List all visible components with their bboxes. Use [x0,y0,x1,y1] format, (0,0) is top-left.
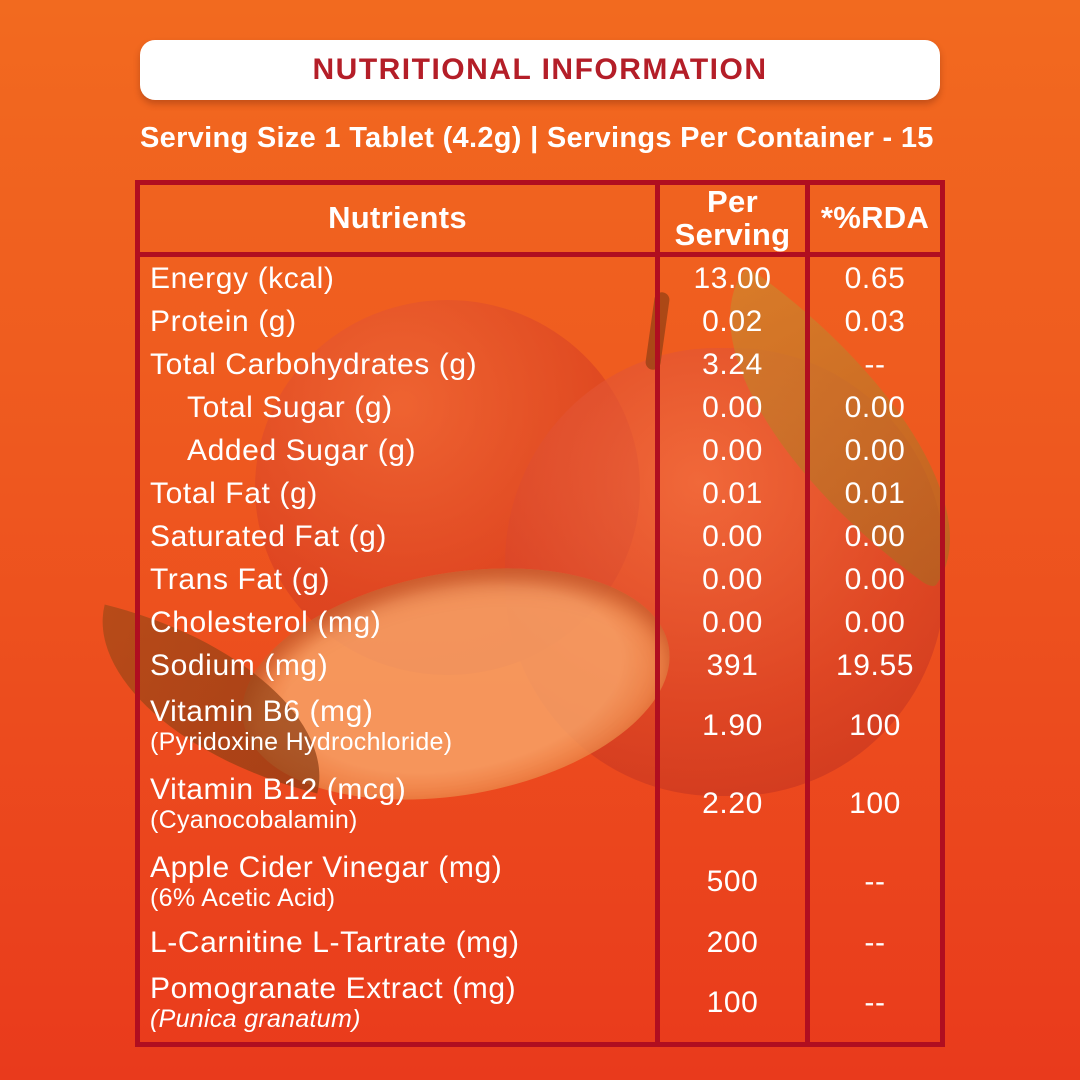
table-row-protein: Protein (g) 0.02 0.03 [140,300,940,343]
table-row-energy: Energy (kcal) 13.00 0.65 [140,257,940,300]
table-row-trans-fat: Trans Fat (g) 0.00 0.00 [140,558,940,601]
table-row-l-carnitine: L-Carnitine L-Tartrate (mg) 200 -- [140,921,940,964]
rda-value: 19.55 [835,648,915,682]
rda-value: -- [864,925,886,959]
table-header-row: Nutrients Per Serving *%RDA [140,185,940,257]
nutrient-name: Pomogranate Extract (mg) [150,972,517,1006]
table-row-vitamin-b12: Vitamin B12 (mcg) (Cyanocobalamin) 2.20 … [140,765,940,843]
rda-value: 0.03 [844,304,906,338]
rda-value: 0.65 [844,261,906,295]
per-serving-value: 0.00 [660,515,810,558]
per-serving-value: 1.90 [660,687,810,765]
nutrient-subname: (Punica granatum) [150,1004,361,1033]
per-serving-value: 0.00 [660,558,810,601]
nutrient-name: Trans Fat (g) [150,562,331,596]
column-header-rda: *%RDA [820,200,930,236]
nutrient-name: Total Carbohydrates (g) [150,347,478,381]
nutrient-name: Energy (kcal) [150,261,335,295]
table-row-vitamin-b6: Vitamin B6 (mg) (Pyridoxine Hydrochlorid… [140,687,940,765]
nutrient-name: Total Fat (g) [150,476,318,510]
table-row-sodium: Sodium (mg) 391 19.55 [140,644,940,687]
rda-value: 0.00 [844,390,906,424]
table-row-saturated-fat: Saturated Fat (g) 0.00 0.00 [140,515,940,558]
page-title: NUTRITIONAL INFORMATION [312,53,768,86]
per-serving-value: 0.00 [660,386,810,429]
nutrient-name: Vitamin B12 (mcg) [150,773,407,807]
rda-value: 0.00 [844,605,906,639]
per-serving-value: 0.00 [660,601,810,644]
nutrition-table: Nutrients Per Serving *%RDA Energy (kcal… [135,180,945,1047]
per-serving-value: 100 [660,964,810,1042]
rda-value: -- [864,347,886,381]
per-serving-value: 391 [660,644,810,687]
table-row-cholesterol: Cholesterol (mg) 0.00 0.00 [140,601,940,644]
table-row-total-sugar: Total Sugar (g) 0.00 0.00 [140,386,940,429]
nutrient-subname: (Cyanocobalamin) [150,805,358,834]
nutrient-name: Apple Cider Vinegar (mg) [150,851,503,885]
nutrient-name: Protein (g) [150,304,297,338]
nutrient-subname: (Pyridoxine Hydrochloride) [150,727,453,756]
rda-value: -- [864,986,886,1019]
rda-value: 0.00 [844,562,906,596]
per-serving-value: 500 [660,843,810,921]
column-header-per-serving: Per Serving [660,185,810,252]
rda-value: 0.00 [844,433,906,467]
per-serving-value: 200 [660,921,810,964]
nutrient-name: Saturated Fat (g) [150,519,387,553]
per-serving-value: 0.01 [660,472,810,515]
rda-value: 0.01 [844,476,906,510]
nutrient-name: Added Sugar (g) [187,433,417,467]
nutrient-name: Total Sugar (g) [187,390,393,424]
per-serving-value: 0.00 [660,429,810,472]
nutrient-name: L-Carnitine L-Tartrate (mg) [150,925,520,959]
rda-value: 100 [849,787,901,820]
table-row-total-fat: Total Fat (g) 0.01 0.01 [140,472,940,515]
table-row-pomogranate-extract: Pomogranate Extract (mg) (Punica granatu… [140,964,940,1042]
rda-value: -- [864,865,886,898]
rda-value: 0.00 [844,519,906,553]
table-row-total-carbohydrates: Total Carbohydrates (g) 3.24 -- [140,343,940,386]
nutrient-name: Vitamin B6 (mg) [150,695,374,729]
nutrient-subname: (6% Acetic Acid) [150,883,336,912]
table-row-apple-cider-vinegar: Apple Cider Vinegar (mg) (6% Acetic Acid… [140,843,940,921]
table-row-added-sugar: Added Sugar (g) 0.00 0.00 [140,429,940,472]
per-serving-value: 13.00 [660,257,810,300]
per-serving-value: 3.24 [660,343,810,386]
per-serving-value: 2.20 [660,765,810,843]
nutrient-name: Sodium (mg) [150,648,329,682]
rda-value: 100 [849,709,901,742]
title-banner: NUTRITIONAL INFORMATION [140,40,940,100]
column-header-nutrients: Nutrients [140,185,660,252]
per-serving-value: 0.02 [660,300,810,343]
nutrient-name: Cholesterol (mg) [150,605,382,639]
serving-info: Serving Size 1 Tablet (4.2g) | Servings … [140,122,934,154]
